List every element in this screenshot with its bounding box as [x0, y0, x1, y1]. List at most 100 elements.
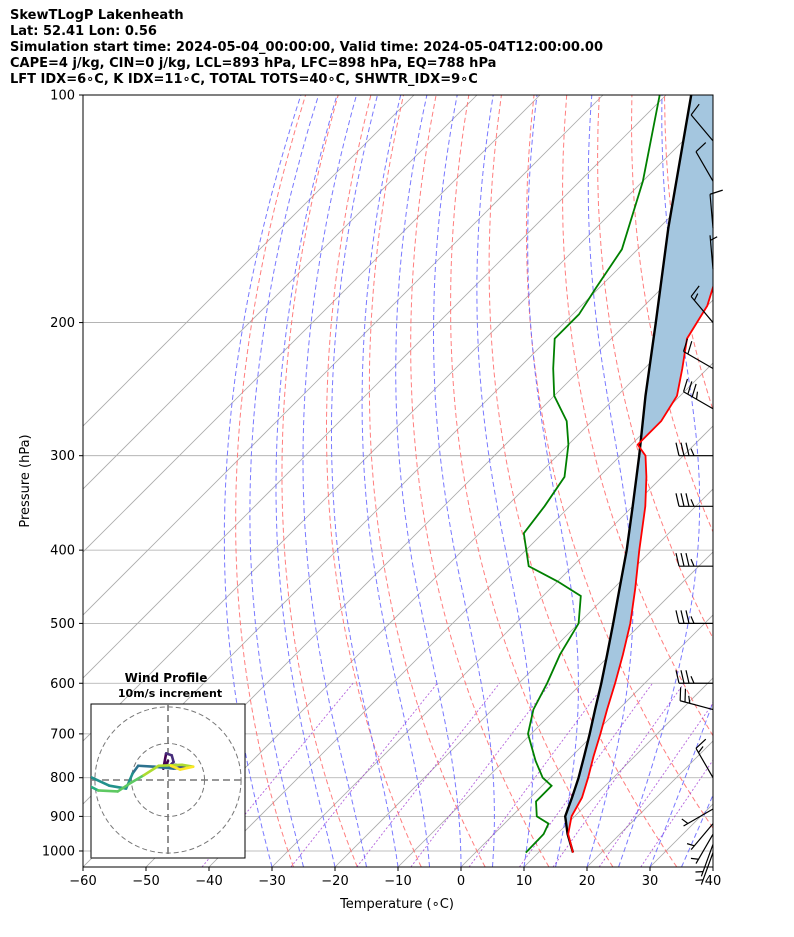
- hodograph-segment: [79, 768, 81, 772]
- x-tick-label: 30: [642, 874, 659, 889]
- wind-barb: [675, 610, 713, 625]
- y-tick-label: 900: [50, 810, 75, 825]
- isotherm-line: [83, 95, 541, 553]
- barb-staff: [680, 700, 714, 711]
- location-line: Lat: 52.41 Lon: 0.56: [10, 24, 157, 39]
- barb-feather: [691, 383, 697, 397]
- barb-feather: [690, 558, 695, 567]
- isotherm-line: [83, 95, 478, 490]
- dry-adiabat-line: [664, 95, 713, 412]
- isotherm-line: [145, 299, 713, 867]
- wind-barb: [690, 833, 714, 864]
- y-tick-label: 800: [50, 771, 75, 786]
- mixing-ratio-line: [598, 702, 713, 867]
- barb-feather: [695, 142, 707, 153]
- barb-feather: [698, 746, 704, 753]
- barb-feather: [687, 341, 693, 355]
- moist-adiabat-line: [476, 95, 534, 867]
- wind-barb: [675, 553, 713, 567]
- x-tick-label: −50: [132, 874, 159, 889]
- y-tick-label: 600: [50, 677, 75, 692]
- barb-staff: [683, 808, 714, 827]
- wind-barb: [690, 103, 714, 142]
- y-tick-label: 700: [50, 727, 75, 742]
- barb-feather: [680, 553, 685, 567]
- barb-feather: [690, 616, 695, 624]
- time-line: Simulation start time: 2024-05-04_00:00:…: [10, 40, 603, 55]
- barb-feather: [690, 857, 699, 860]
- barb-feather: [695, 738, 707, 749]
- chart-title-block: SkewTLogP Lakenheath Lat: 52.41 Lon: 0.5…: [10, 8, 603, 88]
- moist-adiabat-line: [618, 95, 701, 867]
- cape-shading: [565, 95, 713, 853]
- x-tick-label: −60: [69, 874, 96, 889]
- mixing-ratio-line: [356, 683, 500, 867]
- wind-barb: [709, 235, 718, 270]
- dewpoint-profile-line: [522, 95, 661, 854]
- dry-adiabat-line: [368, 95, 486, 867]
- wind-barb: [695, 738, 714, 779]
- barb-feather: [675, 553, 680, 567]
- isotherm-line: [83, 95, 415, 427]
- mixing-ratio-line: [290, 683, 438, 867]
- hodograph-segment: [178, 765, 195, 771]
- moist-adiabat-line: [527, 95, 579, 867]
- isotherm-line: [83, 110, 713, 742]
- dry-adiabat-line: [326, 95, 422, 867]
- moist-adiabat-line: [433, 95, 495, 867]
- hodograph-segment: [131, 764, 140, 775]
- wind-barb: [709, 189, 723, 229]
- barb-feather: [710, 236, 718, 241]
- isotherm-line: [83, 95, 604, 616]
- barb-feather: [680, 493, 685, 507]
- x-tick-label: 40: [705, 874, 722, 889]
- hodograph-area: [79, 704, 245, 858]
- barb-feather: [690, 103, 700, 116]
- wind-barb: [675, 493, 713, 507]
- hodograph-segment: [116, 781, 133, 793]
- hodograph-title: Wind Profile: [125, 671, 208, 685]
- chart-title: SkewTLogP Lakenheath: [10, 8, 184, 23]
- wind-barb: [686, 823, 714, 851]
- moist-adiabat-line: [275, 95, 338, 867]
- barb-feather: [709, 189, 723, 195]
- dry-adiabat-line: [562, 95, 713, 737]
- y-tick-label: 300: [50, 449, 75, 464]
- hodograph-segment: [96, 789, 120, 793]
- x-tick-label: −20: [321, 874, 348, 889]
- barb-feather: [685, 493, 690, 507]
- barb-feather: [687, 381, 693, 395]
- isotherm-line: [776, 95, 794, 867]
- mixing-ratio-line: [410, 683, 551, 867]
- dry-adiabat-line: [488, 95, 678, 867]
- hodograph-segment: [91, 775, 111, 788]
- barb-feather: [693, 293, 699, 301]
- barb-staff: [683, 391, 714, 410]
- barb-feather: [680, 670, 685, 684]
- moist-adiabat-line: [302, 95, 367, 867]
- moist-adiabat-line: [586, 95, 634, 867]
- moist-adiabat-line: [361, 95, 430, 867]
- wind-barb: [682, 378, 714, 410]
- barb-feather: [675, 493, 680, 507]
- wind-barb: [675, 670, 713, 684]
- y-tick-label: 400: [50, 544, 75, 559]
- isotherm-line: [271, 425, 713, 867]
- moist-adiabat-line: [712, 865, 713, 867]
- x-axis-label: Temperature (∘C): [339, 897, 454, 912]
- wind-barb: [679, 687, 714, 711]
- moist-adiabat-line: [223, 95, 302, 867]
- isotherm-line: [460, 614, 713, 867]
- dry-adiabat-line: [450, 95, 614, 867]
- dry-adiabat-line: [235, 95, 307, 867]
- y-tick-label: 1000: [42, 844, 75, 859]
- isotherm-line: [523, 677, 713, 867]
- y-axis-label: Pressure (hPa): [18, 434, 33, 527]
- hodograph-segment: [136, 764, 156, 769]
- barb-staff: [695, 747, 714, 779]
- hodograph-segment: [80, 768, 88, 777]
- barb-feather: [675, 610, 680, 624]
- isotherm-line: [83, 95, 667, 679]
- isotherm-line: [712, 866, 713, 867]
